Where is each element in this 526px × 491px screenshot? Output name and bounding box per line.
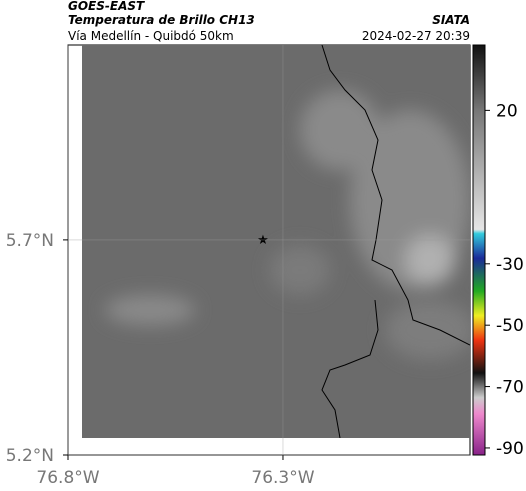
region: Vía Medellín - Quibdó 50km bbox=[68, 29, 234, 43]
y-tick-label: 5.7°N bbox=[6, 231, 54, 251]
product: Temperatura de Brillo CH13 bbox=[68, 13, 255, 27]
source: SIATA bbox=[432, 13, 470, 27]
colorbar-label: 20 bbox=[496, 101, 518, 121]
location-marker: ★ bbox=[257, 233, 269, 248]
satellite: GOES-EAST bbox=[68, 0, 145, 13]
x-tick-label: 76.8°W bbox=[36, 468, 99, 488]
x-tick-label: 76.3°W bbox=[251, 468, 314, 488]
colorbar-label: -50 bbox=[496, 316, 524, 336]
y-tick-label: 5.2°N bbox=[6, 446, 54, 466]
colorbar-label: -90 bbox=[496, 439, 524, 459]
image bbox=[82, 45, 470, 438]
colorbar-label: -70 bbox=[496, 378, 524, 398]
datetime: 2024-02-27 20:39 bbox=[362, 29, 470, 43]
colorbar-label: -30 bbox=[496, 255, 524, 275]
colorbar bbox=[472, 44, 486, 456]
